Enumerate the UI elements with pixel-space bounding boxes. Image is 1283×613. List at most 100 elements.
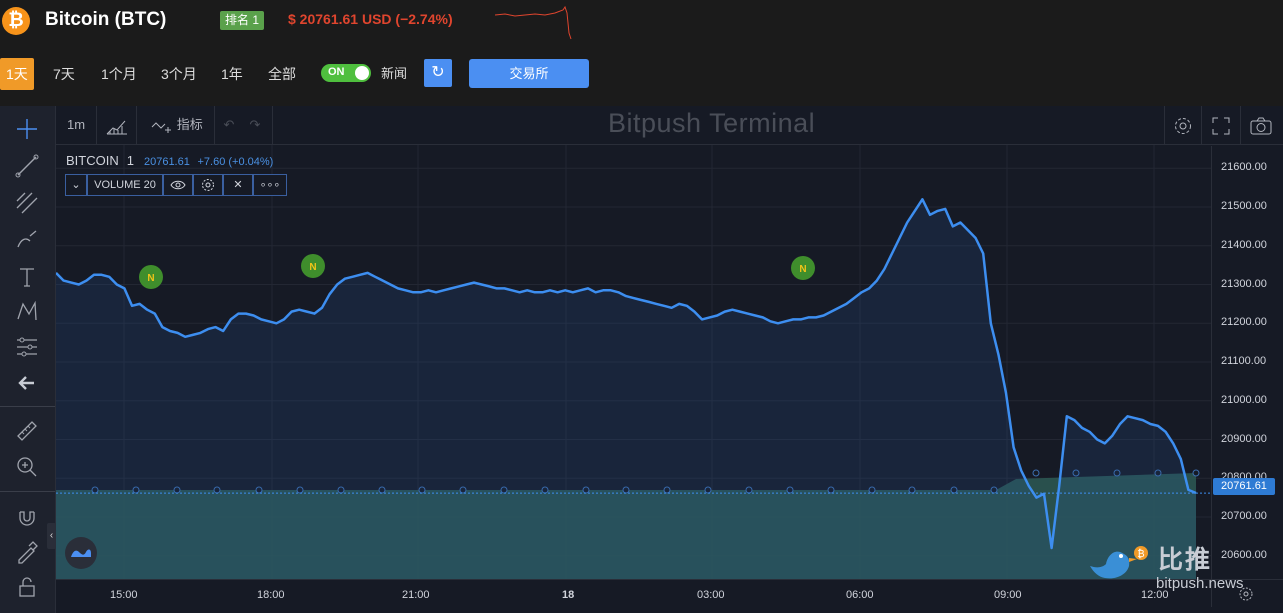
news-label: 新闻 [381, 66, 408, 81]
lock-drawing-icon[interactable] [14, 539, 40, 565]
collapse-toolbar-button[interactable]: ‹ [47, 523, 56, 549]
price-tick-label: 21100.00 [1221, 355, 1267, 367]
price-tick-label: 21500.00 [1221, 200, 1267, 212]
fib-icon[interactable] [14, 190, 40, 216]
time-tick-label: 09:00 [994, 589, 1022, 601]
tool-divider [0, 491, 55, 492]
ruler-icon[interactable] [14, 418, 40, 444]
text-icon[interactable] [14, 264, 40, 290]
legend-last: 20761.61 [143, 156, 190, 168]
volume-point [1192, 469, 1200, 477]
drawing-toolbar [0, 106, 56, 613]
time-axis[interactable] [56, 579, 1211, 607]
price-sparkline [495, 5, 572, 40]
more-icon[interactable]: ∘∘∘ [253, 174, 287, 196]
news-marker[interactable]: N [791, 256, 815, 280]
time-tick-label: 15:00 [110, 589, 138, 601]
coin-header [0, 0, 1283, 106]
range-tab[interactable]: 1个月 [101, 66, 137, 82]
interval-button[interactable]: 1m [66, 117, 86, 132]
volume-point [1072, 469, 1080, 477]
trendline-icon[interactable] [14, 153, 40, 179]
toolbar-divider [96, 106, 97, 144]
refresh-icon: ↻ [431, 64, 445, 81]
price-tick-label: 21300.00 [1221, 277, 1267, 290]
news-marker[interactable]: N [301, 254, 325, 278]
time-tick-label: 18:00 [257, 589, 285, 601]
toolbar-divider [1201, 106, 1202, 144]
measure-lines-icon[interactable] [14, 334, 40, 360]
time-tick-label: 21:00 [402, 589, 430, 601]
price-tick-label: 21400.00 [1221, 238, 1267, 251]
range-tab[interactable]: 1年 [221, 66, 243, 82]
bitcoin-logo-icon: ₿ [2, 7, 30, 35]
toggle-knob [355, 66, 369, 80]
legend-interval: 1 [126, 153, 134, 168]
close-icon[interactable]: ✕ [223, 174, 253, 196]
last-price-tag: 20761.61 [1213, 478, 1275, 495]
indicators-button[interactable]: 指标 [142, 106, 212, 144]
collapse-legend-icon[interactable]: ⌄ [65, 174, 87, 196]
time-tick-label: 06:00 [846, 589, 874, 601]
range-tab[interactable]: 3个月 [161, 66, 197, 82]
back-arrow-icon[interactable] [14, 370, 40, 396]
range-tab[interactable]: 1天 [0, 58, 34, 90]
price-chart[interactable]: N N N [56, 145, 1211, 579]
eye-icon[interactable] [163, 174, 193, 196]
fullscreen-icon[interactable] [1206, 106, 1236, 144]
price-tick-label: 21200.00 [1221, 316, 1267, 329]
zoom-icon[interactable] [14, 454, 40, 480]
settings-icon[interactable] [193, 174, 223, 196]
price-axis[interactable] [1211, 146, 1283, 579]
settings-gear-icon[interactable] [1168, 106, 1198, 144]
legend-change: +7.60 (+0.04%) [197, 156, 274, 168]
redo-icon[interactable]: ↷ [249, 117, 261, 132]
volume-point [663, 486, 671, 494]
bitpush-url: bitpush.news [1156, 575, 1244, 592]
pattern-icon[interactable] [14, 299, 40, 325]
news-marker[interactable]: N [139, 265, 163, 289]
camera-icon[interactable] [1244, 106, 1278, 144]
chart-style-icon[interactable] [100, 106, 134, 144]
price-area-fill [56, 199, 1196, 579]
time-tick-label: 03:00 [697, 589, 725, 601]
refresh-button[interactable]: ↻ [424, 59, 452, 87]
indicators-label: 指标 [176, 117, 203, 132]
svg-text:N: N [147, 273, 154, 284]
news-toggle[interactable]: ON [321, 64, 371, 82]
toolbar-divider [1240, 106, 1241, 144]
undo-icon[interactable]: ↶ [223, 117, 235, 132]
tradingview-logo[interactable] [65, 537, 97, 569]
chart-toolbar: 1m 指标 ↶ ↷ [56, 106, 1283, 145]
price-tick-label: 20900.00 [1221, 432, 1267, 445]
toolbar-divider [136, 106, 137, 144]
symbol-legend: BITCOIN 1 20761.61 +7.60 (+0.04%) [66, 153, 273, 168]
terminal-title: Bitpush Terminal [608, 108, 816, 138]
volume-point [459, 486, 467, 494]
price-line [56, 198, 1197, 550]
exchange-button[interactable]: 交易所 [469, 59, 589, 88]
price-text: $ 20761.61 USD (−2.74%) [288, 11, 453, 27]
svg-text:₿: ₿ [1137, 548, 1144, 560]
magnet-icon[interactable] [14, 504, 40, 530]
toolbar-divider [272, 106, 273, 144]
volume-point [255, 486, 263, 494]
svg-text:N: N [799, 264, 806, 275]
axis-settings-icon[interactable] [1238, 586, 1254, 602]
range-tab[interactable]: 7天 [53, 66, 75, 82]
unlock-icon[interactable] [14, 574, 40, 600]
price-tick-label: 21000.00 [1221, 393, 1267, 406]
brush-icon[interactable] [14, 227, 40, 253]
volume-label: VOLUME 20 [87, 174, 163, 196]
volume-point [1154, 469, 1162, 477]
legend-symbol: BITCOIN [66, 153, 119, 168]
time-tick-label: 18 [562, 589, 575, 601]
price-tick-label: 20600.00 [1221, 548, 1267, 561]
axis-corner [1211, 579, 1283, 607]
news-toggle-state: ON [328, 66, 345, 78]
svg-text:N: N [309, 262, 316, 273]
range-tab[interactable]: 全部 [268, 66, 296, 82]
crosshair-icon[interactable] [14, 116, 40, 142]
coin-name: Bitcoin (BTC) [45, 9, 167, 30]
rank-badge: 排名 1 [220, 11, 265, 30]
